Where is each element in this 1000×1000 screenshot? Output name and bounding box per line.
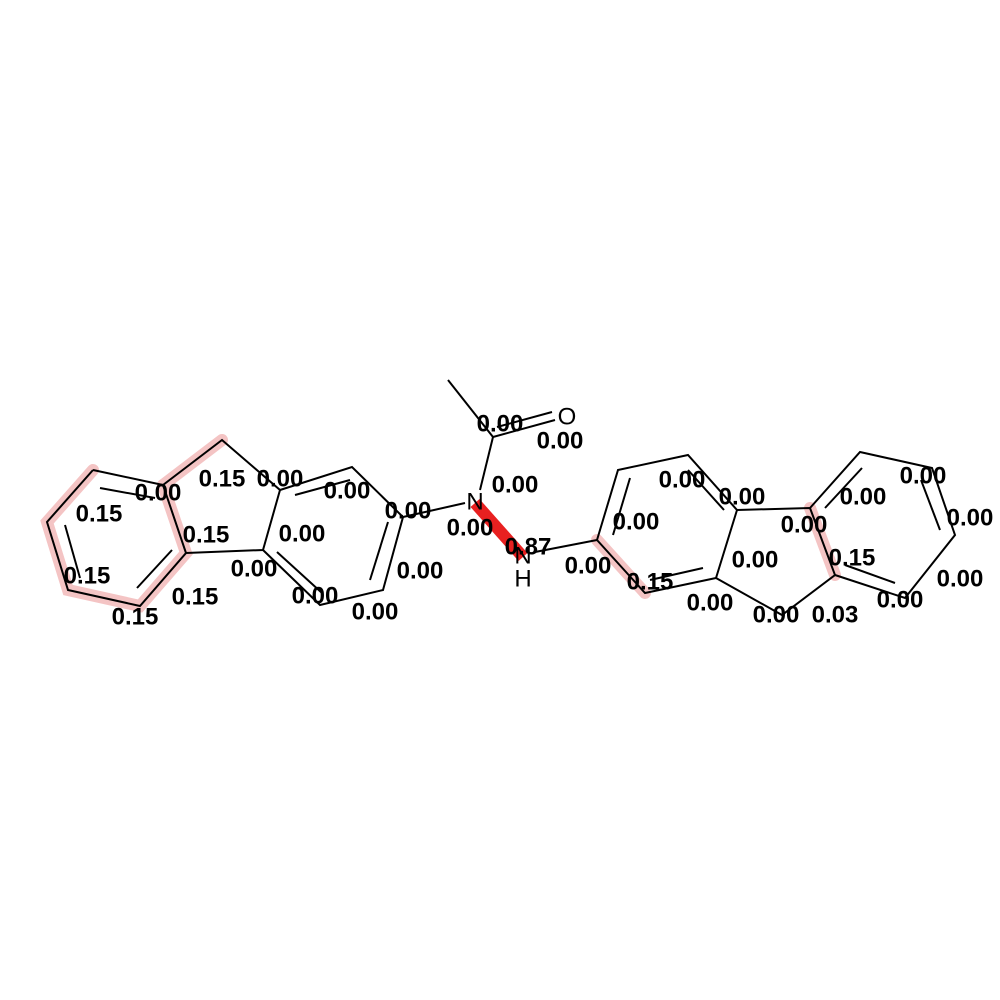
atom-label: H	[514, 565, 531, 592]
bond-label: 0.00	[352, 598, 399, 625]
bond-label: 0.00	[135, 479, 182, 506]
double-bond	[920, 479, 941, 531]
double-bond	[612, 477, 631, 536]
bond-label: 0.00	[447, 514, 494, 541]
bond-label: 0.00	[324, 477, 371, 504]
bond-label: 0.00	[900, 462, 947, 489]
bond-label: 0.15	[199, 465, 246, 492]
bond-label: 0.00	[659, 466, 706, 493]
double-bond	[64, 524, 81, 579]
bond-label: 0.00	[397, 557, 444, 584]
ring	[809, 450, 957, 600]
bond-label: 0.00	[753, 601, 800, 628]
bond-label: 0.00	[719, 483, 766, 510]
bond-label: 0.00	[292, 582, 339, 609]
bond-label: 0.00	[477, 410, 524, 437]
bond-label: 0.15	[183, 521, 230, 548]
bond-label: 0.00	[537, 427, 584, 454]
double-bond	[99, 487, 156, 499]
bond-label: 0.00	[492, 471, 539, 498]
bond	[402, 502, 466, 518]
bond-label: 0.03	[812, 601, 859, 628]
bond-label: 0.00	[565, 552, 612, 579]
bond-label: 0.87	[505, 533, 552, 560]
bond	[479, 436, 494, 491]
ring	[262, 465, 405, 607]
bond-label: 0.00	[937, 565, 984, 592]
bond-label: 0.00	[613, 508, 660, 535]
bond-label: 0.15	[829, 544, 876, 571]
bond	[492, 419, 556, 438]
bond-label: 0.00	[877, 586, 924, 613]
double-bond	[824, 467, 863, 509]
double-bond	[369, 521, 389, 581]
bond-label: 0.00	[385, 497, 432, 524]
atom-label: O	[558, 403, 577, 430]
double-bond	[687, 469, 725, 511]
bond-label: 0.00	[279, 520, 326, 547]
bond-label: 0.00	[840, 483, 887, 510]
bond-label: 0.00	[231, 555, 278, 582]
double-bond	[136, 549, 173, 589]
atom-label: N	[514, 542, 531, 569]
bond-label: 0.00	[732, 546, 779, 573]
bond-label: 0.00	[257, 465, 304, 492]
bond-labels: 0.000.000.000.000.870.000.000.000.000.00…	[64, 410, 994, 630]
double-bond	[649, 567, 704, 581]
double-bond	[294, 479, 351, 496]
bond-label: 0.15	[172, 583, 219, 610]
bonds	[45, 379, 957, 617]
bond-label: 0.00	[947, 504, 994, 531]
bond-label: 0.00	[781, 511, 828, 538]
bond	[447, 379, 494, 438]
bond	[534, 539, 598, 553]
bond-label: 0.15	[76, 500, 123, 527]
bond-label: 0.00	[687, 589, 734, 616]
highlight-strong	[470, 499, 528, 561]
bond-label: 0.15	[112, 603, 159, 630]
bond-label: 0.15	[64, 562, 111, 589]
double-bond	[844, 564, 896, 584]
bond-label: 0.15	[627, 568, 674, 595]
atom-label: N	[466, 488, 483, 515]
double-bond	[276, 551, 323, 594]
bond	[496, 411, 553, 428]
